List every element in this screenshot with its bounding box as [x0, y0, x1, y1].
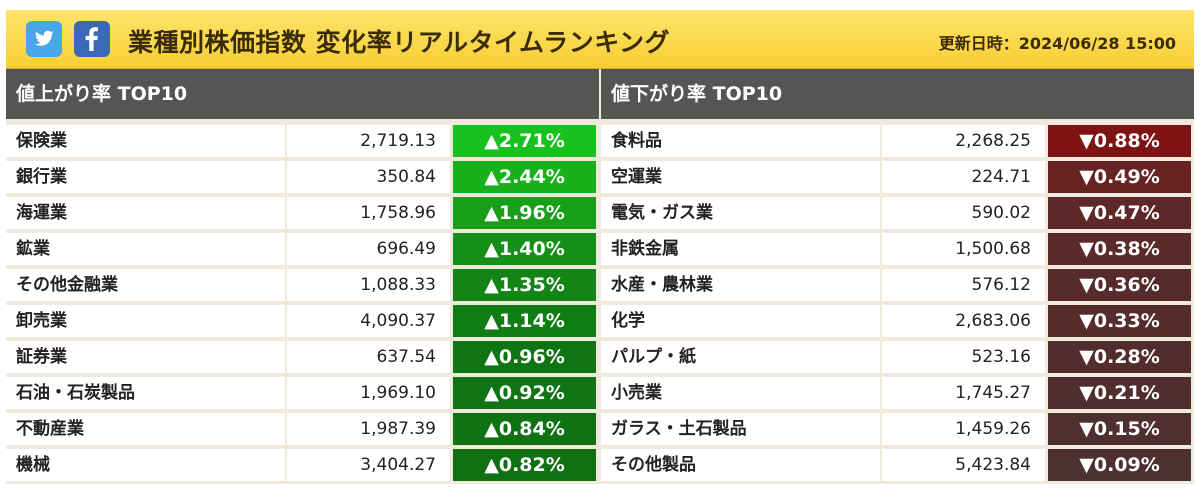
index-value: 523.16	[882, 341, 1045, 373]
index-value: 1,500.68	[882, 233, 1045, 265]
table-row: 機械 3,404.27 ▲0.82%	[6, 447, 599, 483]
table-row: 化学 2,683.06 ▼0.33%	[601, 303, 1194, 339]
sector-name: 食料品	[601, 125, 880, 157]
sector-name: 空運業	[601, 161, 880, 193]
sector-name: 不動産業	[6, 413, 285, 445]
index-value: 1,987.39	[287, 413, 450, 445]
sector-name: 鉱業	[6, 233, 285, 265]
sector-name: 化学	[601, 305, 880, 337]
sector-name: 小売業	[601, 377, 880, 409]
table-row: 空運業 224.71 ▼0.49%	[601, 159, 1194, 195]
sector-name: ガラス・土石製品	[601, 413, 880, 445]
index-value: 350.84	[287, 161, 450, 193]
change-rate: ▲0.82%	[453, 449, 596, 481]
index-value: 637.54	[287, 341, 450, 373]
index-value: 576.12	[882, 269, 1045, 301]
index-value: 224.71	[882, 161, 1045, 193]
change-rate: ▲0.96%	[453, 341, 596, 373]
widget-header: 業種別株価指数 変化率リアルタイムランキング 更新日時：2024/06/28 1…	[6, 10, 1194, 69]
sector-name: 非鉄金属	[601, 233, 880, 265]
table-row: 非鉄金属 1,500.68 ▼0.38%	[601, 231, 1194, 267]
twitter-share-button[interactable]	[26, 21, 62, 57]
table-row: 銀行業 350.84 ▲2.44%	[6, 159, 599, 195]
change-rate: ▼0.49%	[1048, 161, 1191, 193]
table-row: 保険業 2,719.13 ▲2.71%	[6, 123, 599, 159]
index-value: 1,758.96	[287, 197, 450, 229]
updated-timestamp: 更新日時：2024/06/28 15:00	[938, 34, 1176, 53]
sector-name: 証券業	[6, 341, 285, 373]
change-rate: ▼0.21%	[1048, 377, 1191, 409]
change-rate: ▼0.28%	[1048, 341, 1191, 373]
sector-name: その他金融業	[6, 269, 285, 301]
table-row: 卸売業 4,090.37 ▲1.14%	[6, 303, 599, 339]
page-title: 業種別株価指数 変化率リアルタイムランキング	[128, 28, 670, 57]
index-value: 1,969.10	[287, 377, 450, 409]
table-row: 海運業 1,758.96 ▲1.96%	[6, 195, 599, 231]
sector-name: 水産・農林業	[601, 269, 880, 301]
twitter-icon	[35, 30, 54, 46]
change-rate: ▲1.40%	[453, 233, 596, 265]
table-row: 電気・ガス業 590.02 ▼0.47%	[601, 195, 1194, 231]
index-value: 5,423.84	[882, 449, 1045, 481]
index-value: 1,745.27	[882, 377, 1045, 409]
index-value: 696.49	[287, 233, 450, 265]
sector-name: 電気・ガス業	[601, 197, 880, 229]
table-row: その他金融業 1,088.33 ▲1.35%	[6, 267, 599, 303]
table-row: 水産・農林業 576.12 ▼0.36%	[601, 267, 1194, 303]
change-rate: ▲1.14%	[453, 305, 596, 337]
index-value: 590.02	[882, 197, 1045, 229]
ranking-widget: 業種別株価指数 変化率リアルタイムランキング 更新日時：2024/06/28 1…	[6, 10, 1194, 484]
change-rate: ▲2.44%	[453, 161, 596, 193]
losers-header: 値下がり率 TOP10	[601, 69, 1194, 119]
losers-panel: 値下がり率 TOP10 食料品 2,268.25 ▼0.88% 空運業 224.71 ▼0…	[601, 69, 1194, 483]
index-value: 2,683.06	[882, 305, 1045, 337]
index-value: 2,719.13	[287, 125, 450, 157]
table-row: 不動産業 1,987.39 ▲0.84%	[6, 411, 599, 447]
sector-name: その他製品	[601, 449, 880, 481]
index-value: 4,090.37	[287, 305, 450, 337]
change-rate: ▲1.35%	[453, 269, 596, 301]
sector-name: 保険業	[6, 125, 285, 157]
change-rate: ▼0.36%	[1048, 269, 1191, 301]
index-value: 3,404.27	[287, 449, 450, 481]
sector-name: 海運業	[6, 197, 285, 229]
sector-name: 機械	[6, 449, 285, 481]
gainers-header: 値上がり率 TOP10	[6, 69, 599, 119]
change-rate: ▼0.15%	[1048, 413, 1191, 445]
gainers-table: 保険業 2,719.13 ▲2.71% 銀行業 350.84 ▲2.44% 海運業 1,758…	[6, 123, 599, 483]
change-rate: ▲0.92%	[453, 377, 596, 409]
facebook-share-button[interactable]	[74, 21, 110, 57]
sector-name: 石油・石炭製品	[6, 377, 285, 409]
table-row: その他製品 5,423.84 ▼0.09%	[601, 447, 1194, 483]
sector-name: 卸売業	[6, 305, 285, 337]
change-rate: ▼0.47%	[1048, 197, 1191, 229]
table-row: 石油・石炭製品 1,969.10 ▲0.92%	[6, 375, 599, 411]
table-row: 食料品 2,268.25 ▼0.88%	[601, 123, 1194, 159]
change-rate: ▼0.33%	[1048, 305, 1191, 337]
change-rate: ▼0.38%	[1048, 233, 1191, 265]
change-rate: ▲0.84%	[453, 413, 596, 445]
table-row: 証券業 637.54 ▲0.96%	[6, 339, 599, 375]
table-row: ガラス・土石製品 1,459.26 ▼0.15%	[601, 411, 1194, 447]
sector-name: パルプ・紙	[601, 341, 880, 373]
losers-table: 食料品 2,268.25 ▼0.88% 空運業 224.71 ▼0.49% 電気・ガス業 59…	[601, 123, 1194, 483]
table-row: 鉱業 696.49 ▲1.40%	[6, 231, 599, 267]
table-row: 小売業 1,745.27 ▼0.21%	[601, 375, 1194, 411]
table-row: パルプ・紙 523.16 ▼0.28%	[601, 339, 1194, 375]
change-rate: ▼0.09%	[1048, 449, 1191, 481]
index-value: 1,459.26	[882, 413, 1045, 445]
sector-name: 銀行業	[6, 161, 285, 193]
change-rate: ▲1.96%	[453, 197, 596, 229]
index-value: 2,268.25	[882, 125, 1045, 157]
facebook-icon	[85, 27, 98, 51]
change-rate: ▲2.71%	[453, 125, 596, 157]
gainers-panel: 値上がり率 TOP10 保険業 2,719.13 ▲2.71% 銀行業 350.84 ▲2…	[6, 69, 599, 483]
index-value: 1,088.33	[287, 269, 450, 301]
change-rate: ▼0.88%	[1048, 125, 1191, 157]
